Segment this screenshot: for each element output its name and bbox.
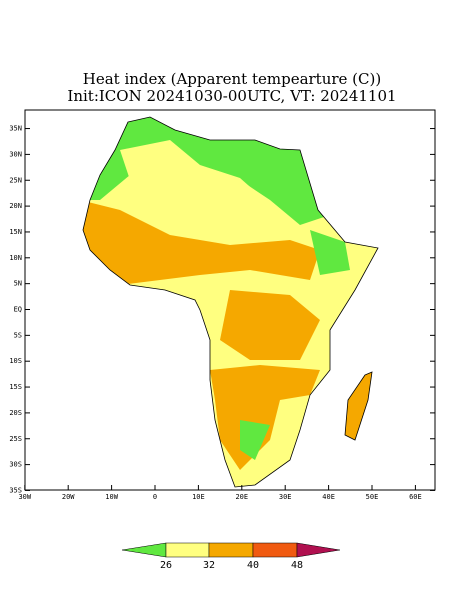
- lat-tick-label: 25N: [9, 176, 22, 184]
- lat-tick-label: 20S: [9, 409, 22, 417]
- lon-tick-label: 30E: [279, 493, 292, 501]
- title: Heat index (Apparent tempearture (C)): [83, 70, 381, 88]
- lat-tick-label: EQ: [14, 306, 22, 314]
- madagascar: [344, 371, 373, 441]
- lat-tick-label: 35S: [9, 486, 22, 494]
- colorbar-label: 26: [160, 560, 172, 571]
- lat-tick-label: 5S: [14, 331, 22, 339]
- lat-tick-label: 5N: [14, 280, 22, 288]
- lon-tick-label: 20E: [235, 493, 248, 501]
- lat-tick-label: 35N: [9, 125, 22, 133]
- lon-tick-label: 10W: [105, 493, 118, 501]
- colorbar: [121, 542, 341, 558]
- subtitle: Init:ICON 20241030-00UTC, VT: 20241101: [67, 87, 396, 105]
- lat-tick-label: 20N: [9, 202, 22, 210]
- lat-tick-label: 10S: [9, 357, 22, 365]
- colorbar-label: 32: [203, 560, 215, 571]
- colorbar-label: 48: [291, 560, 303, 571]
- lon-tick-label: 50E: [366, 493, 379, 501]
- lat-tick-label: 30N: [9, 150, 22, 158]
- lon-tick-label: 40E: [322, 493, 335, 501]
- lat-tick-label: 15N: [9, 228, 22, 236]
- lon-tick-label: 20W: [62, 493, 75, 501]
- colorbar-label: 40: [247, 560, 259, 571]
- lon-tick-label: 30W: [18, 493, 31, 501]
- lat-tick-label: 10N: [9, 254, 22, 262]
- lon-tick-label: 60E: [409, 493, 422, 501]
- lat-tick-label: 30S: [9, 461, 22, 469]
- lon-tick-label: 10E: [192, 493, 205, 501]
- lon-tick-label: 0: [153, 493, 157, 501]
- lat-tick-label: 25S: [9, 435, 22, 443]
- lat-tick-label: 15S: [9, 383, 22, 391]
